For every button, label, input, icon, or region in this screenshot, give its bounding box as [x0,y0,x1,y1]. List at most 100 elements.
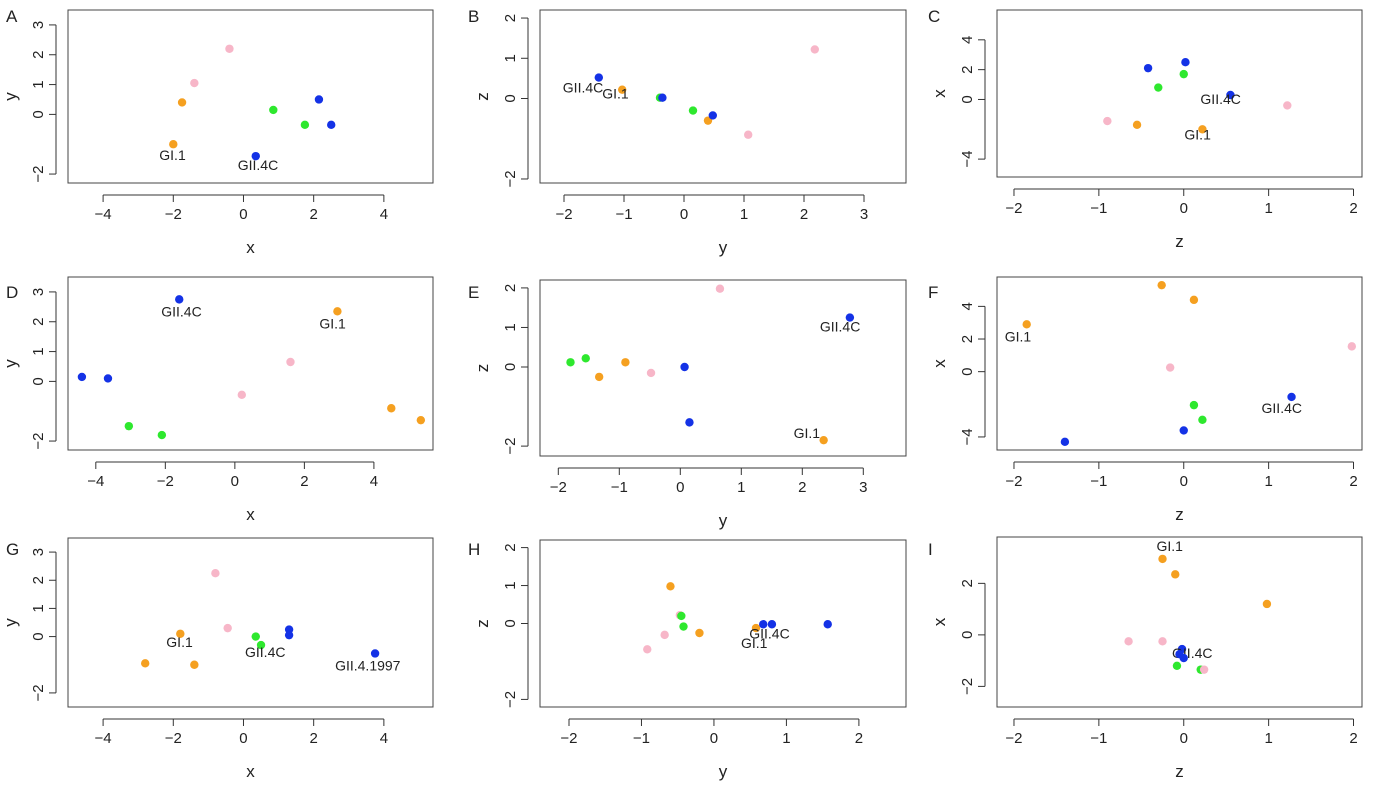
data-point-orange [751,623,761,633]
data-point-blue [767,620,777,629]
y-tick-label: 3 [30,548,47,556]
data-point-orange [190,660,199,669]
point-label: GI.1 [319,315,346,331]
data-point-blue [658,93,667,102]
x-axis-label: y [719,238,728,257]
data-point-green [688,106,698,115]
data-point-orange [618,85,627,94]
data-point-pink [190,78,199,88]
y-tick-label: 4 [959,302,976,310]
data-point-orange [1198,125,1207,134]
y-tick-label: −4 [959,428,976,445]
data-point-orange [1189,295,1199,305]
point-label: GII.4C [820,319,860,335]
point-label: GI.1 [602,86,629,102]
x-axis-label: x [246,762,255,781]
data-point-orange [177,98,187,107]
y-tick-label: 2 [30,51,47,59]
data-point-blue [708,111,717,120]
data-point-orange [1262,599,1272,609]
data-point-blue [823,620,832,629]
panel-D: −4 −2 0 2 4 x −2 0 1 2 3 y D GII.4C GI.1 [1,276,434,524]
data-point-blue [1181,57,1190,67]
data-point-orange [387,404,396,413]
panel-C: −2 −1 0 1 2 z −4 0 2 4 x C GII.4C GI.1 [928,7,1363,251]
y-axis-label: z [473,619,492,628]
plot-frame [539,9,907,184]
x-tick-label: 2 [800,206,808,223]
data-point-pink [225,44,234,53]
x-axis-label: y [719,762,728,781]
x-tick-label: 0 [1180,200,1188,217]
y-tick-label: 1 [502,323,519,331]
panel-letter: A [6,7,18,26]
y-tick-label: −2 [502,691,519,708]
data-point-pink [237,390,247,400]
x-tick-label: 2 [798,479,806,496]
point-label: GII.4C [749,625,789,641]
point-label: GII.4C [161,303,201,319]
data-point-orange [695,628,704,638]
data-point-pink [211,569,220,578]
y-tick-label: 0 [30,632,47,640]
y-tick-label: 2 [30,576,47,584]
data-point-pink [744,130,753,139]
panel-letter: E [468,283,479,302]
x-tick-label: 0 [680,206,688,223]
point-label: GII.4C [1200,91,1240,107]
y-tick-label: 2 [959,335,976,343]
panel-letter: G [6,540,19,559]
x-tick-label: 4 [380,206,388,223]
y-tick-label: −2 [30,432,47,449]
point-label: GII.4C [1262,400,1302,416]
plot-frame [539,539,907,708]
data-point-pink [1283,101,1292,110]
data-point-orange [819,435,828,445]
x-tick-label: 1 [1264,730,1272,747]
data-point-blue [175,295,184,304]
y-tick-label: 0 [30,377,47,385]
data-point-blue [1179,653,1188,663]
data-point-blue [1179,426,1188,435]
point-label: GII.4C [238,157,278,173]
x-tick-label: −2 [1005,730,1022,747]
x-tick-label: −1 [611,479,628,496]
x-tick-label: 4 [380,730,388,747]
x-tick-label: −2 [555,206,572,223]
point-label: GI.1 [794,425,821,441]
x-tick-label: −2 [165,206,182,223]
data-point-green [1179,69,1188,79]
plot-frame [67,9,434,184]
y-tick-label: 3 [30,288,47,296]
y-tick-label: −2 [30,165,47,182]
x-tick-label: 3 [860,206,868,223]
y-axis-label: x [930,89,949,98]
x-tick-label: 4 [370,473,378,490]
data-point-orange [1022,320,1031,329]
x-axis-label: x [246,505,255,524]
panel-G: −4 −2 0 2 4 x −2 0 1 2 3 y G GI.1 GII.4C GII.4.1997 [1,537,434,781]
x-axis-label: z [1175,762,1184,781]
y-tick-label: −2 [30,684,47,701]
x-tick-label: −1 [1090,730,1107,747]
point-label: GI.1 [1157,538,1184,554]
data-point-pink [646,368,656,378]
y-tick-label: 2 [502,543,519,551]
y-tick-label: 1 [30,347,47,355]
plot-frame [996,536,1363,708]
data-point-pink [715,284,725,293]
y-tick-label: −4 [959,151,976,168]
x-tick-label: 2 [310,730,318,747]
data-point-blue [845,313,855,322]
data-point-green [300,120,310,130]
data-point-blue [1226,90,1235,100]
data-point-green [1198,415,1207,425]
x-tick-label: 0 [1180,730,1188,747]
data-point-pink [1103,116,1112,126]
y-tick-label: 4 [959,36,976,44]
y-tick-label: 1 [502,54,519,62]
data-point-orange [666,582,675,591]
data-point-blue [685,418,694,427]
y-tick-label: 1 [502,581,519,589]
